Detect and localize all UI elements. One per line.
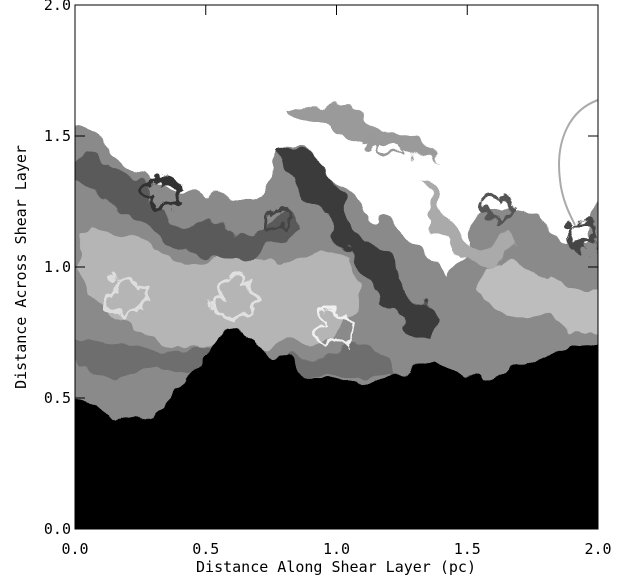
x-tick-label: 1.0 xyxy=(323,540,350,558)
density-image xyxy=(75,5,598,529)
y-tick-label: 2.0 xyxy=(44,0,71,14)
y-tick-label: 1.0 xyxy=(44,258,71,276)
x-tick-label: 1.5 xyxy=(454,540,481,558)
x-tick-label: 0.0 xyxy=(61,540,88,558)
y-axis-label: Distance Across Shear Layer xyxy=(12,145,30,389)
y-tick-label: 0.0 xyxy=(44,520,71,538)
y-tick-label: 1.5 xyxy=(44,127,71,145)
x-axis-label: Distance Along Shear Layer (pc) xyxy=(196,558,476,576)
y-tick-label: 0.5 xyxy=(44,389,71,407)
x-tick-label: 0.5 xyxy=(192,540,219,558)
x-tick-label: 2.0 xyxy=(584,540,611,558)
